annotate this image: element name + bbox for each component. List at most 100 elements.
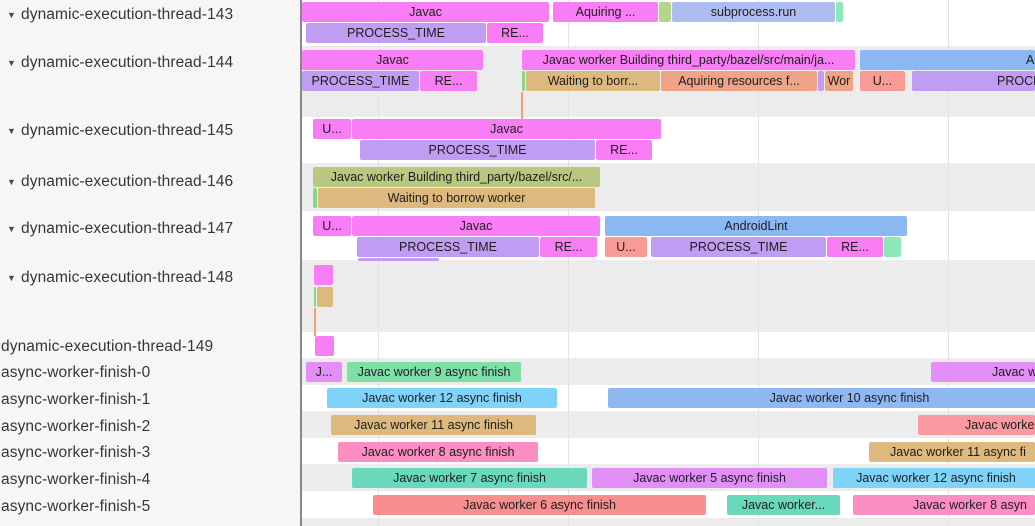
trace-slice[interactable] <box>315 336 334 356</box>
track-label: dynamic-execution-thread-148 <box>21 268 234 286</box>
slice-label: Javac worker 9 async finish <box>357 364 511 379</box>
slice-label: RE... <box>434 73 463 88</box>
slice-label: RE... <box>841 239 869 254</box>
trace-slice[interactable]: Javac worker 6 async finish <box>373 495 706 515</box>
trace-slice[interactable]: Javac worker Building third_party/bazel/… <box>313 167 600 187</box>
trace-slice[interactable]: subprocess.run <box>672 2 835 22</box>
track-label-row-async-worker-finish-0[interactable]: async-worker-finish-0 <box>0 363 300 382</box>
trace-slice[interactable] <box>358 258 439 261</box>
slice-label: Wor <box>827 73 851 88</box>
panel-divider[interactable] <box>300 0 302 526</box>
gridline <box>378 0 379 526</box>
track-label-row-async-worker-finish-3[interactable]: async-worker-finish-3 <box>0 443 300 462</box>
trace-slice[interactable]: Waiting to borrow worker <box>318 188 595 208</box>
trace-slice[interactable]: PROCESS_TIME <box>360 140 595 160</box>
trace-slice[interactable]: PROCESS_TIME <box>306 23 486 43</box>
slice-label: Javac worker 8 async finish <box>361 444 515 459</box>
slice-label: Aquiring ... <box>575 4 636 19</box>
collapse-arrow-icon[interactable]: ▼ <box>7 57 16 68</box>
trace-slice[interactable]: Javac <box>302 50 483 70</box>
trace-slice[interactable]: AndroidLint <box>605 216 907 236</box>
trace-slice[interactable]: Javac worker 11 async fi <box>869 442 1035 462</box>
trace-slice[interactable]: PROCESS_TIME <box>357 237 539 257</box>
track-label: dynamic-execution-thread-143 <box>21 5 234 23</box>
trace-slice[interactable] <box>314 265 333 285</box>
trace-slice[interactable]: Aquiring ... <box>553 2 658 22</box>
track-label-row-async-worker-finish-4[interactable]: async-worker-finish-4 <box>0 470 300 489</box>
track-label: async-worker-finish-1 <box>1 390 151 408</box>
trace-slice[interactable] <box>522 71 525 91</box>
timeline-area[interactable]: Javac Aquiring ... subprocess.run PROCESS_T… <box>302 0 1035 526</box>
trace-slice[interactable]: Javac worker <box>918 415 1035 435</box>
trace-slice[interactable] <box>836 2 843 22</box>
trace-slice[interactable]: RE... <box>487 23 543 43</box>
track-label: async-worker-finish-0 <box>1 363 151 381</box>
trace-slice[interactable]: U... <box>605 237 647 257</box>
trace-slice[interactable]: Javac <box>352 119 661 139</box>
trace-slice[interactable] <box>659 2 671 22</box>
slice-label: Javac worker Building third_party/bazel/… <box>330 169 583 184</box>
track-label: async-worker-finish-2 <box>1 417 151 435</box>
track-label-row-dynamic-execution-thread-145[interactable]: ▼ dynamic-execution-thread-145 <box>0 121 300 140</box>
collapse-arrow-icon[interactable]: ▼ <box>7 176 16 187</box>
collapse-arrow-icon[interactable]: ▼ <box>7 223 16 234</box>
track-label-row-dynamic-execution-thread-144[interactable]: ▼ dynamic-execution-thread-144 <box>0 53 300 72</box>
trace-slice[interactable]: Javac worker 12 async finish <box>833 468 1035 488</box>
trace-slice[interactable]: Javac wo <box>931 362 1035 382</box>
slice-label: Javac worker Building third_party/bazel/… <box>542 52 835 67</box>
trace-slice[interactable]: U... <box>860 71 905 91</box>
slice-label: Javac <box>490 121 523 136</box>
trace-slice[interactable]: U... <box>313 119 351 139</box>
track-label-row-dynamic-execution-thread-143[interactable]: ▼ dynamic-execution-thread-143 <box>0 5 300 24</box>
track-label-row-dynamic-execution-thread-147[interactable]: ▼ dynamic-execution-thread-147 <box>0 219 300 238</box>
collapse-arrow-icon[interactable]: ▼ <box>7 125 16 136</box>
trace-slice[interactable]: Javac worker 8 asyn <box>853 495 1035 515</box>
trace-slice[interactable]: RE... <box>596 140 652 160</box>
trace-slice[interactable]: RE... <box>540 237 597 257</box>
trace-slice[interactable]: Javac worker 8 async finish <box>338 442 538 462</box>
trace-slice[interactable]: Javac worker Building third_party/bazel/… <box>522 50 855 70</box>
trace-slice[interactable]: Javac worker 11 async finish <box>331 415 536 435</box>
slice-label: Waiting to borrow worker <box>387 190 526 205</box>
trace-slice[interactable]: Javac worker 5 async finish <box>592 468 827 488</box>
trace-slice[interactable]: Javac worker 9 async finish <box>347 362 521 382</box>
collapse-arrow-icon[interactable]: ▼ <box>7 272 16 283</box>
collapse-arrow-icon[interactable]: ▼ <box>7 9 16 20</box>
trace-slice[interactable]: Aquiring resources f... <box>661 71 817 91</box>
trace-slice[interactable]: PROCESS_TIME <box>302 71 419 91</box>
trace-slice[interactable]: RE... <box>827 237 883 257</box>
trace-slice[interactable] <box>818 71 824 91</box>
track-label-row-async-worker-finish-5[interactable]: async-worker-finish-5 <box>0 497 300 516</box>
track-label-row-dynamic-execution-thread-148[interactable]: ▼ dynamic-execution-thread-148 <box>0 268 300 287</box>
slice-label: PROCESS_TIME <box>689 239 788 254</box>
trace-slice[interactable]: PROCESS_TIME <box>651 237 826 257</box>
trace-slice[interactable] <box>314 287 316 307</box>
slice-label: RE... <box>554 239 583 254</box>
trace-slice[interactable]: Javac worker 10 async finish <box>608 388 1035 408</box>
trace-slice[interactable]: Waiting to borr... <box>526 71 660 91</box>
trace-slice[interactable]: Wor <box>825 71 853 91</box>
trace-slice[interactable]: Javac worker 12 async finish <box>327 388 557 408</box>
trace-slice[interactable] <box>317 287 333 307</box>
track-label-row-async-worker-finish-2[interactable]: async-worker-finish-2 <box>0 417 300 436</box>
trace-slice[interactable]: U... <box>313 216 351 236</box>
slice-label: U... <box>322 121 342 136</box>
track-label: async-worker-finish-4 <box>1 470 151 488</box>
trace-slice[interactable]: RE... <box>420 71 477 91</box>
trace-slice[interactable]: Javac worker... <box>727 495 840 515</box>
track-label-row-async-worker-finish-1[interactable]: async-worker-finish-1 <box>0 390 300 409</box>
track-label: dynamic-execution-thread-149 <box>1 337 214 355</box>
trace-slice[interactable]: Javac <box>352 216 600 236</box>
slice-label: Aquiring resources f... <box>678 73 800 88</box>
trace-slice[interactable]: Javac <box>302 2 549 22</box>
trace-slice[interactable]: PROCES <box>912 71 1035 91</box>
trace-slice[interactable]: Javac worker 7 async finish <box>352 468 587 488</box>
track-label-row-dynamic-execution-thread-149[interactable]: dynamic-execution-thread-149 <box>0 337 300 356</box>
trace-slice[interactable] <box>884 237 901 257</box>
trace-slice[interactable] <box>313 188 317 208</box>
trace-slice[interactable]: An <box>860 50 1035 70</box>
slice-label: Javac worker 6 async finish <box>463 497 616 512</box>
track-label-row-dynamic-execution-thread-146[interactable]: ▼ dynamic-execution-thread-146 <box>0 172 300 191</box>
trace-slice[interactable]: J... <box>306 362 342 382</box>
